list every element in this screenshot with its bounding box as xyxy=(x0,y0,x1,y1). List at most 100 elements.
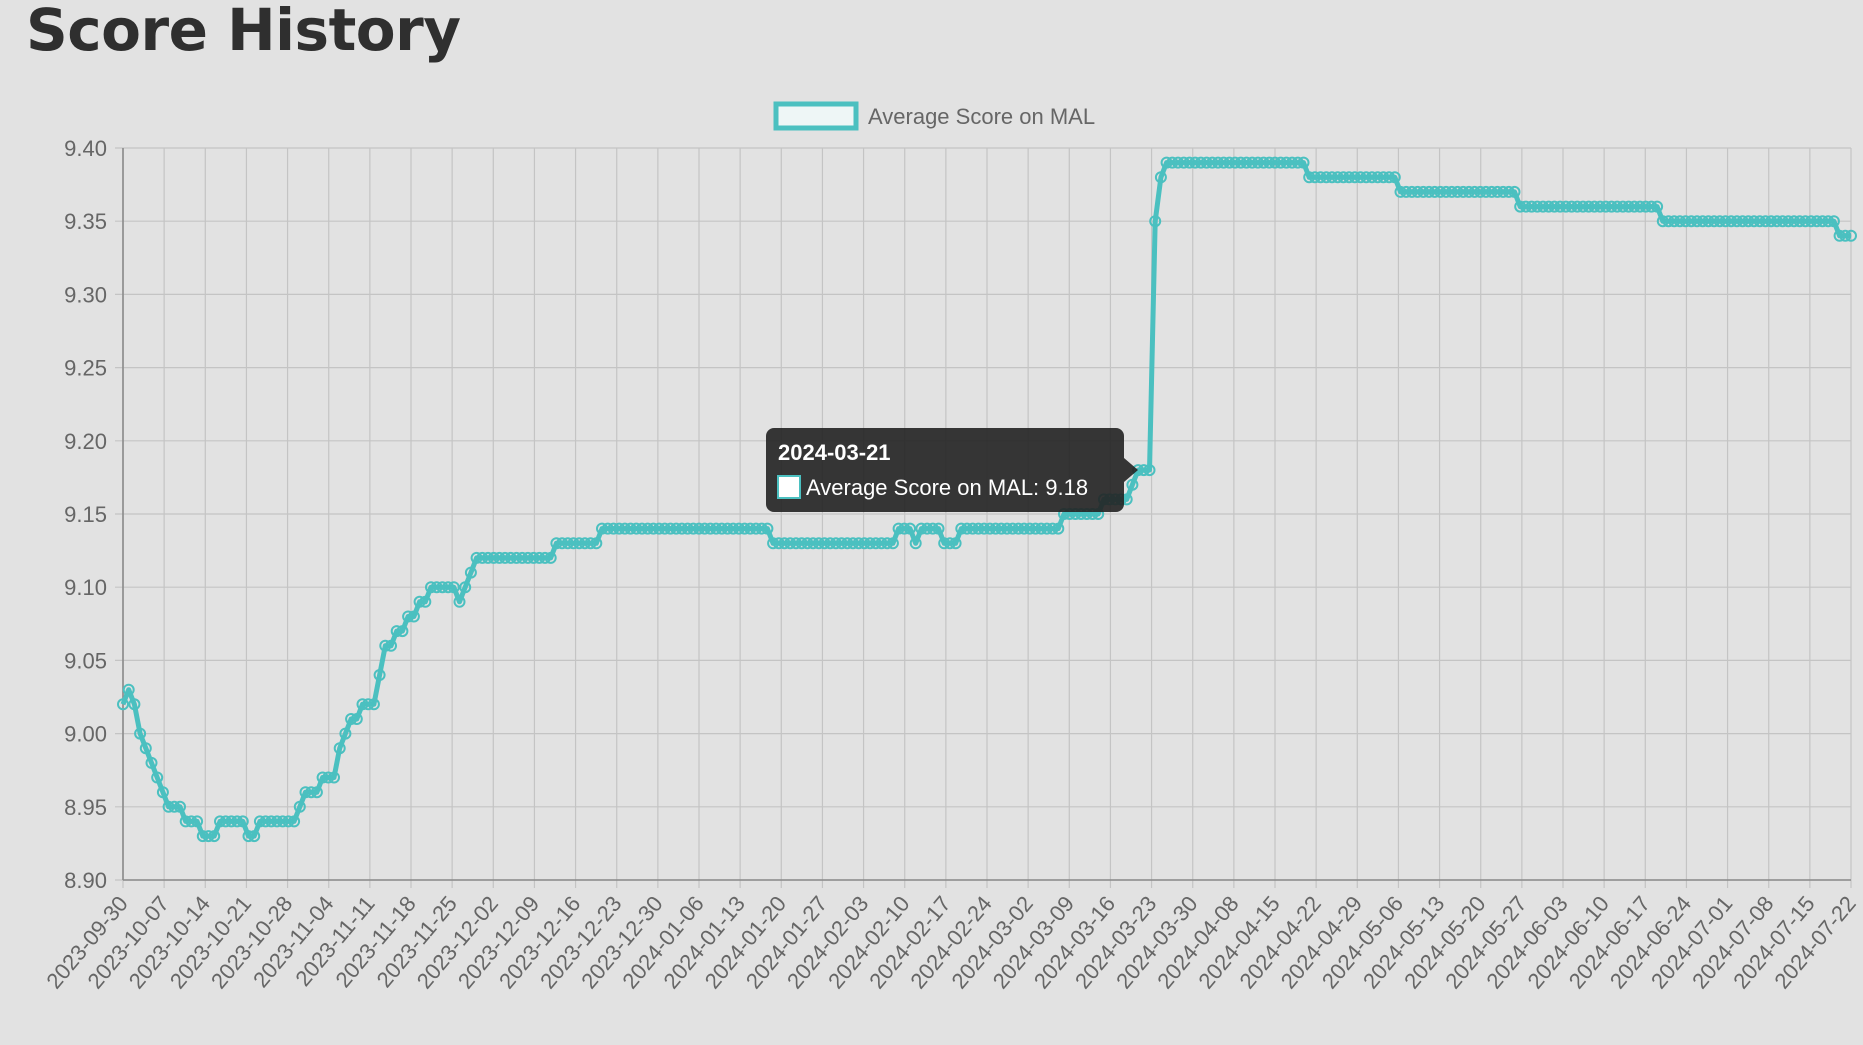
data-point[interactable] xyxy=(664,522,677,535)
data-point[interactable] xyxy=(533,551,546,564)
data-point[interactable] xyxy=(561,537,574,550)
data-point[interactable] xyxy=(1833,229,1846,242)
data-point[interactable] xyxy=(744,522,757,535)
data-point[interactable] xyxy=(1388,171,1401,184)
data-point[interactable] xyxy=(202,830,215,843)
data-point[interactable] xyxy=(1816,215,1829,228)
data-point[interactable] xyxy=(670,522,683,535)
data-point[interactable] xyxy=(921,522,934,535)
data-point[interactable] xyxy=(156,786,169,799)
data-point[interactable] xyxy=(231,815,244,828)
data-point[interactable] xyxy=(641,522,654,535)
data-point[interactable] xyxy=(168,800,181,813)
data-point[interactable] xyxy=(1822,215,1835,228)
data-point[interactable] xyxy=(1508,185,1521,198)
data-point[interactable] xyxy=(847,537,859,550)
data-point[interactable] xyxy=(784,537,797,550)
data-point[interactable] xyxy=(869,537,882,550)
data-point[interactable] xyxy=(1326,171,1338,184)
data-point[interactable] xyxy=(367,698,380,711)
data-point[interactable] xyxy=(1411,185,1424,198)
data-point[interactable] xyxy=(447,581,460,594)
data-point[interactable] xyxy=(1759,215,1772,228)
data-point[interactable] xyxy=(852,537,865,550)
data-point[interactable] xyxy=(778,537,791,550)
data-point[interactable] xyxy=(1656,215,1669,228)
data-point[interactable] xyxy=(373,669,386,681)
data-point[interactable] xyxy=(162,800,175,813)
data-point[interactable] xyxy=(1212,156,1224,169)
data-point[interactable] xyxy=(710,522,723,535)
data-point[interactable] xyxy=(442,581,455,594)
data-point[interactable] xyxy=(282,815,295,828)
data-point[interactable] xyxy=(1519,200,1532,213)
data-point[interactable] xyxy=(955,522,968,535)
data-point[interactable] xyxy=(636,522,648,535)
data-point[interactable] xyxy=(1400,185,1413,198)
data-point[interactable] xyxy=(499,551,512,564)
data-point[interactable] xyxy=(510,551,523,564)
data-point[interactable] xyxy=(310,786,323,799)
data-point[interactable] xyxy=(1354,171,1367,184)
data-point[interactable] xyxy=(299,786,312,799)
data-point[interactable] xyxy=(487,551,500,564)
data-point[interactable] xyxy=(1308,171,1321,184)
data-point[interactable] xyxy=(1673,215,1686,228)
data-point[interactable] xyxy=(1137,464,1150,477)
data-point[interactable] xyxy=(1303,171,1316,184)
data-point[interactable] xyxy=(801,537,814,550)
data-point[interactable] xyxy=(425,581,437,594)
data-point[interactable] xyxy=(151,771,164,784)
data-point[interactable] xyxy=(1559,200,1572,213)
data-point[interactable] xyxy=(1029,522,1042,535)
data-point[interactable] xyxy=(1035,522,1048,535)
data-point[interactable] xyxy=(521,551,534,564)
data-point[interactable] xyxy=(704,522,717,535)
data-point[interactable] xyxy=(1497,185,1510,198)
data-point[interactable] xyxy=(1314,171,1327,184)
data-point[interactable] xyxy=(1451,185,1464,198)
data-point[interactable] xyxy=(1605,200,1618,213)
data-point[interactable] xyxy=(179,815,192,828)
data-point[interactable] xyxy=(1240,156,1253,169)
data-point[interactable] xyxy=(926,522,939,535)
data-point[interactable] xyxy=(1394,185,1407,198)
data-point[interactable] xyxy=(983,522,996,535)
data-point[interactable] xyxy=(436,581,449,594)
data-point[interactable] xyxy=(1708,215,1721,228)
data-point[interactable] xyxy=(236,815,249,828)
data-point[interactable] xyxy=(413,595,426,608)
data-point[interactable] xyxy=(1366,171,1378,184)
data-point[interactable] xyxy=(1023,522,1036,535)
data-point[interactable] xyxy=(1269,156,1281,169)
data-point[interactable] xyxy=(1200,156,1213,169)
data-point[interactable] xyxy=(1468,185,1481,198)
data-point[interactable] xyxy=(567,537,580,550)
data-point[interactable] xyxy=(1331,171,1344,184)
data-point[interactable] xyxy=(1263,156,1276,169)
data-point[interactable] xyxy=(1297,156,1310,169)
data-point[interactable] xyxy=(134,727,147,740)
data-point[interactable] xyxy=(1217,156,1230,169)
data-point[interactable] xyxy=(1348,171,1361,184)
data-point[interactable] xyxy=(1343,171,1356,184)
data-point[interactable] xyxy=(1810,215,1823,228)
chart-legend[interactable]: Average Score on MAL xyxy=(773,101,1095,131)
data-point[interactable] xyxy=(904,522,916,535)
data-point[interactable] xyxy=(191,815,204,828)
data-point[interactable] xyxy=(214,815,226,828)
data-point[interactable] xyxy=(1423,185,1435,198)
data-point[interactable] xyxy=(1428,185,1441,198)
data-point[interactable] xyxy=(253,815,266,828)
data-point[interactable] xyxy=(1531,200,1544,213)
data-point[interactable] xyxy=(419,595,432,608)
data-point[interactable] xyxy=(1651,200,1664,213)
data-point[interactable] xyxy=(732,522,745,535)
data-point[interactable] xyxy=(1845,229,1857,242)
data-point[interactable] xyxy=(1622,200,1635,213)
data-point[interactable] xyxy=(1246,156,1259,169)
data-point[interactable] xyxy=(1154,171,1167,184)
data-point[interactable] xyxy=(772,537,785,550)
data-point[interactable] xyxy=(915,522,928,535)
